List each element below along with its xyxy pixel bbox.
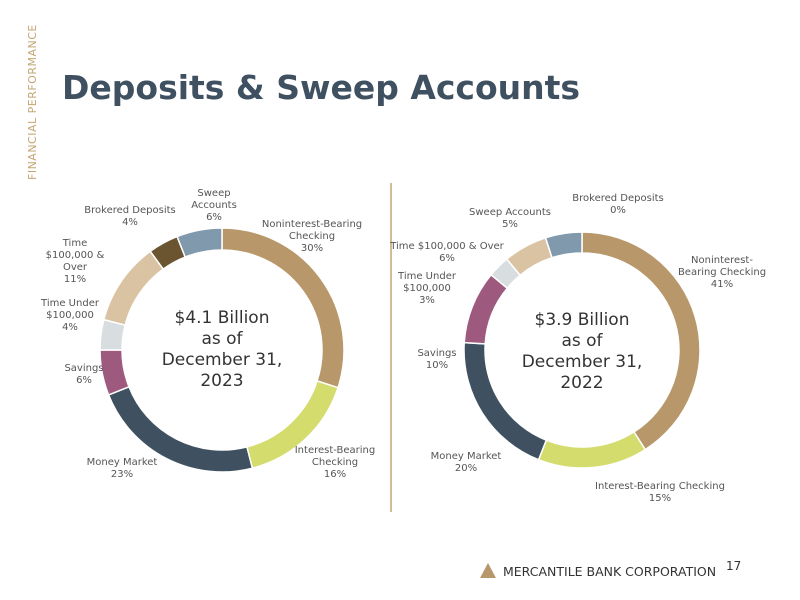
segment-label: Time Under $100,000: [398, 271, 456, 294]
segment-label: Sweep Accounts: [191, 188, 237, 211]
donut-segment: [537, 430, 647, 469]
page-number: 17: [726, 559, 742, 573]
segment-value: 23%: [110, 469, 134, 480]
center-text: as of: [201, 329, 243, 349]
segment-value: 3%: [419, 295, 435, 306]
segment-label: Money Market: [86, 457, 158, 468]
segment-value: 41%: [710, 279, 734, 290]
segment-label: Noninterest-Bearing Checking: [677, 255, 767, 278]
segment-label: Money Market: [430, 451, 502, 462]
segment-value: 15%: [648, 493, 672, 504]
donut-segment: [544, 231, 583, 259]
segment-label: Savings: [64, 363, 104, 374]
segment-value: 10%: [425, 360, 449, 371]
side-label: FINANCIAL PERFORMANCE: [26, 24, 39, 180]
segment-label: Interest-Bearing Checking: [595, 481, 725, 492]
segment-value: 6%: [206, 212, 222, 223]
center-text: December 31,: [161, 350, 283, 370]
center-text: 2023: [200, 371, 244, 391]
segment-value: 5%: [502, 219, 518, 230]
segment-value: 16%: [323, 469, 347, 480]
segment-value: 20%: [454, 463, 478, 474]
segment-label: Sweep Accounts: [469, 207, 551, 218]
logo-mark: [480, 563, 496, 578]
center-text: $4.1 Billion: [174, 308, 270, 328]
slide-title: Deposits & Sweep Accounts: [62, 68, 581, 107]
center-text: 2022: [560, 373, 604, 393]
donut-segment: [463, 273, 509, 345]
segment-label: Interest-Bearing Checking: [294, 445, 376, 468]
segment-label: Brokered Deposits: [84, 205, 176, 216]
segment-value: 6%: [76, 375, 92, 386]
company-name: MERCANTILE BANK CORPORATION: [503, 564, 717, 579]
segment-label: Time $100,000 & Over: [390, 241, 504, 252]
segment-label: Savings: [417, 348, 457, 359]
center-text: December 31,: [521, 352, 643, 372]
segment-label: Time Under $100,000: [41, 298, 99, 321]
segment-label: Time $100,000 & Over: [45, 238, 105, 273]
segment-label: Brokered Deposits: [572, 193, 664, 204]
segment-value: 11%: [63, 274, 87, 285]
segment-value: 4%: [62, 322, 78, 333]
segment-value: 0%: [610, 205, 626, 216]
segment-value: 4%: [122, 217, 138, 228]
donut-segment: [176, 227, 223, 258]
center-text: $3.9 Billion: [534, 310, 630, 330]
segment-value: 30%: [300, 243, 324, 254]
center-text: as of: [561, 331, 603, 351]
segment-label: Noninterest-Bearing Checking: [261, 219, 363, 242]
segment-value: 6%: [439, 253, 455, 264]
